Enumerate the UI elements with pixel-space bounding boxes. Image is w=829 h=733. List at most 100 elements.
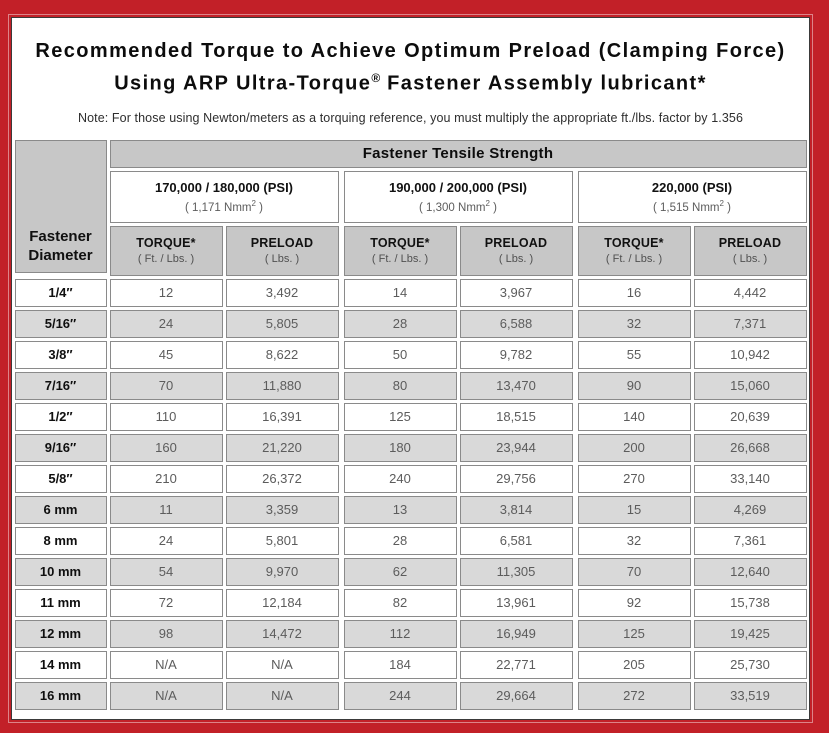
diameter-cell: 9/16″ (14, 433, 107, 462)
value-cell: N/A (225, 681, 339, 710)
value-cell: 7,371 (693, 309, 807, 338)
value-cell: 23,944 (459, 433, 573, 462)
value-cell: 72 (109, 588, 223, 617)
value-cell: 29,756 (459, 464, 573, 493)
document-page: Recommended Torque to Achieve Optimum Pr… (11, 17, 810, 720)
table-body: 1/4″ 12 3,492 14 3,967 16 4,442 5/16″ 24… (14, 278, 807, 710)
newton-meter-note: Note: For those using Newton/meters as a… (77, 110, 743, 125)
value-cell: 90 (577, 371, 691, 400)
value-cell: 18,515 (459, 402, 573, 431)
diameter-cell: 5/8″ (14, 464, 107, 493)
value-cell: 33,140 (693, 464, 807, 493)
table-row: 1/4″ 12 3,492 14 3,967 16 4,442 (14, 278, 807, 307)
table-row: 6 mm 11 3,359 13 3,814 15 4,269 (14, 495, 807, 524)
value-cell: 13 (343, 495, 457, 524)
value-cell: 160 (109, 433, 223, 462)
value-cell: 272 (577, 681, 691, 710)
tensile-strength-header: Fastener Tensile Strength (109, 139, 807, 168)
value-cell: 270 (577, 464, 691, 493)
psi-group-170-180: 170,000 / 180,000 (PSI) ( 1,171 Nmm2 ) (109, 170, 339, 223)
torque-header-3: TORQUE* ( Ft. / Lbs. ) (577, 225, 691, 276)
value-cell: 200 (577, 433, 691, 462)
value-cell: 140 (577, 402, 691, 431)
value-cell: 112 (343, 619, 457, 648)
preload-header-2: PRELOAD ( Lbs. ) (459, 225, 573, 276)
value-cell: 50 (343, 340, 457, 369)
value-cell: 28 (343, 309, 457, 338)
value-cell: 32 (577, 309, 691, 338)
value-cell: 184 (343, 650, 457, 679)
diameter-cell: 1/2″ (14, 402, 107, 431)
value-cell: 5,801 (225, 526, 339, 555)
value-cell: 24 (109, 526, 223, 555)
value-cell: N/A (109, 650, 223, 679)
value-cell: 26,372 (225, 464, 339, 493)
diameter-cell: 1/4″ (14, 278, 107, 307)
diameter-cell: 8 mm (14, 526, 107, 555)
table-row: 5/8″ 210 26,372 240 29,756 270 33,140 (14, 464, 807, 493)
diameter-cell: 6 mm (14, 495, 107, 524)
value-cell: 12,184 (225, 588, 339, 617)
value-cell: 22,771 (459, 650, 573, 679)
value-cell: 70 (109, 371, 223, 400)
diameter-cell: 5/16″ (14, 309, 107, 338)
table-row: 8 mm 24 5,801 28 6,581 32 7,361 (14, 526, 807, 555)
value-cell: 33,519 (693, 681, 807, 710)
value-cell: 24 (109, 309, 223, 338)
title-line-2: Using ARP Ultra-Torque® Fastener Assembl… (114, 71, 707, 95)
value-cell: 180 (343, 433, 457, 462)
page-title: Recommended Torque to Achieve Optimum Pr… (12, 38, 809, 98)
value-cell: 15 (577, 495, 691, 524)
table-row: 16 mm N/A N/A 244 29,664 272 33,519 (14, 681, 807, 710)
value-cell: 80 (343, 371, 457, 400)
value-cell: 12,640 (693, 557, 807, 586)
value-cell: 98 (109, 619, 223, 648)
title-line-1: Recommended Torque to Achieve Optimum Pr… (35, 40, 786, 62)
value-cell: 11 (109, 495, 223, 524)
table-header: Fastener Diameter Fastener Tensile Stren… (14, 139, 807, 276)
value-cell: 3,814 (459, 495, 573, 524)
value-cell: N/A (225, 650, 339, 679)
value-cell: 3,492 (225, 278, 339, 307)
diameter-cell: 12 mm (14, 619, 107, 648)
value-cell: 11,305 (459, 557, 573, 586)
diameter-cell: 7/16″ (14, 371, 107, 400)
preload-header-1: PRELOAD ( Lbs. ) (225, 225, 339, 276)
value-cell: 28 (343, 526, 457, 555)
table-row: 9/16″ 160 21,220 180 23,944 200 26,668 (14, 433, 807, 462)
table-row: 1/2″ 110 16,391 125 18,515 140 20,639 (14, 402, 807, 431)
value-cell: 16 (577, 278, 691, 307)
value-cell: 32 (577, 526, 691, 555)
value-cell: 8,622 (225, 340, 339, 369)
psi-group-220: 220,000 (PSI) ( 1,515 Nmm2 ) (577, 170, 807, 223)
value-cell: 62 (343, 557, 457, 586)
value-cell: 15,738 (693, 588, 807, 617)
table-row: 11 mm 72 12,184 82 13,961 92 15,738 (14, 588, 807, 617)
value-cell: 13,961 (459, 588, 573, 617)
value-cell: 16,949 (459, 619, 573, 648)
value-cell: 29,664 (459, 681, 573, 710)
table-row: 12 mm 98 14,472 112 16,949 125 19,425 (14, 619, 807, 648)
table-row: 5/16″ 24 5,805 28 6,588 32 7,371 (14, 309, 807, 338)
value-cell: 12 (109, 278, 223, 307)
value-cell: 3,967 (459, 278, 573, 307)
value-cell: 82 (343, 588, 457, 617)
diameter-cell: 16 mm (14, 681, 107, 710)
value-cell: 6,588 (459, 309, 573, 338)
value-cell: 9,782 (459, 340, 573, 369)
value-cell: 4,269 (693, 495, 807, 524)
table-row: 3/8″ 45 8,622 50 9,782 55 10,942 (14, 340, 807, 369)
table-row: 14 mm N/A N/A 184 22,771 205 25,730 (14, 650, 807, 679)
value-cell: 244 (343, 681, 457, 710)
value-cell: 125 (577, 619, 691, 648)
torque-header-2: TORQUE* ( Ft. / Lbs. ) (343, 225, 457, 276)
value-cell: 240 (343, 464, 457, 493)
value-cell: 92 (577, 588, 691, 617)
diameter-cell: 10 mm (14, 557, 107, 586)
preload-header-3: PRELOAD ( Lbs. ) (693, 225, 807, 276)
value-cell: 13,470 (459, 371, 573, 400)
value-cell: 110 (109, 402, 223, 431)
value-cell: 26,668 (693, 433, 807, 462)
psi-group-190-200: 190,000 / 200,000 (PSI) ( 1,300 Nmm2 ) (343, 170, 573, 223)
